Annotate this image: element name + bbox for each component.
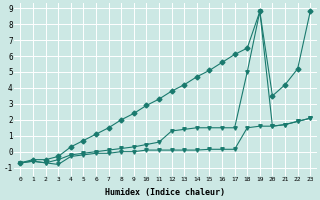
X-axis label: Humidex (Indice chaleur): Humidex (Indice chaleur) [105, 188, 225, 197]
